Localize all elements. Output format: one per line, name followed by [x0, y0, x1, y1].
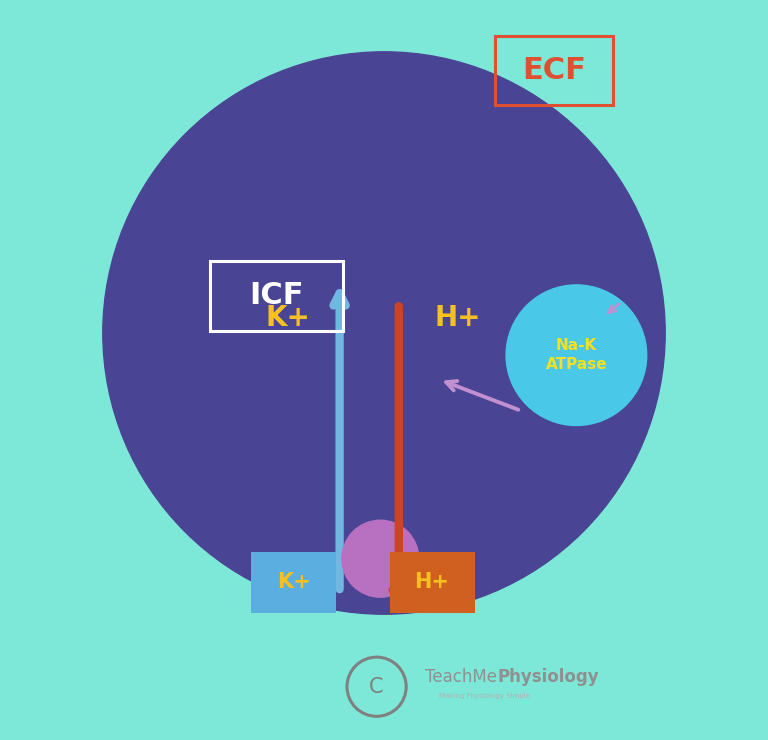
Text: H+: H+ [415, 572, 449, 593]
Text: Na-K
ATPase: Na-K ATPase [545, 338, 607, 372]
Circle shape [342, 520, 419, 597]
Text: TeachMe: TeachMe [425, 668, 497, 686]
Text: Physiology: Physiology [497, 668, 599, 686]
FancyBboxPatch shape [389, 552, 475, 613]
Circle shape [103, 52, 665, 614]
Text: K+: K+ [276, 572, 310, 593]
Circle shape [506, 285, 647, 426]
Text: K+: K+ [266, 304, 310, 332]
Text: ECF: ECF [522, 56, 586, 85]
FancyBboxPatch shape [251, 552, 336, 613]
Text: ICF: ICF [250, 281, 304, 311]
Text: C: C [369, 676, 384, 697]
Text: Making Physiology Simple: Making Physiology Simple [439, 693, 530, 699]
Text: H+: H+ [435, 304, 482, 332]
